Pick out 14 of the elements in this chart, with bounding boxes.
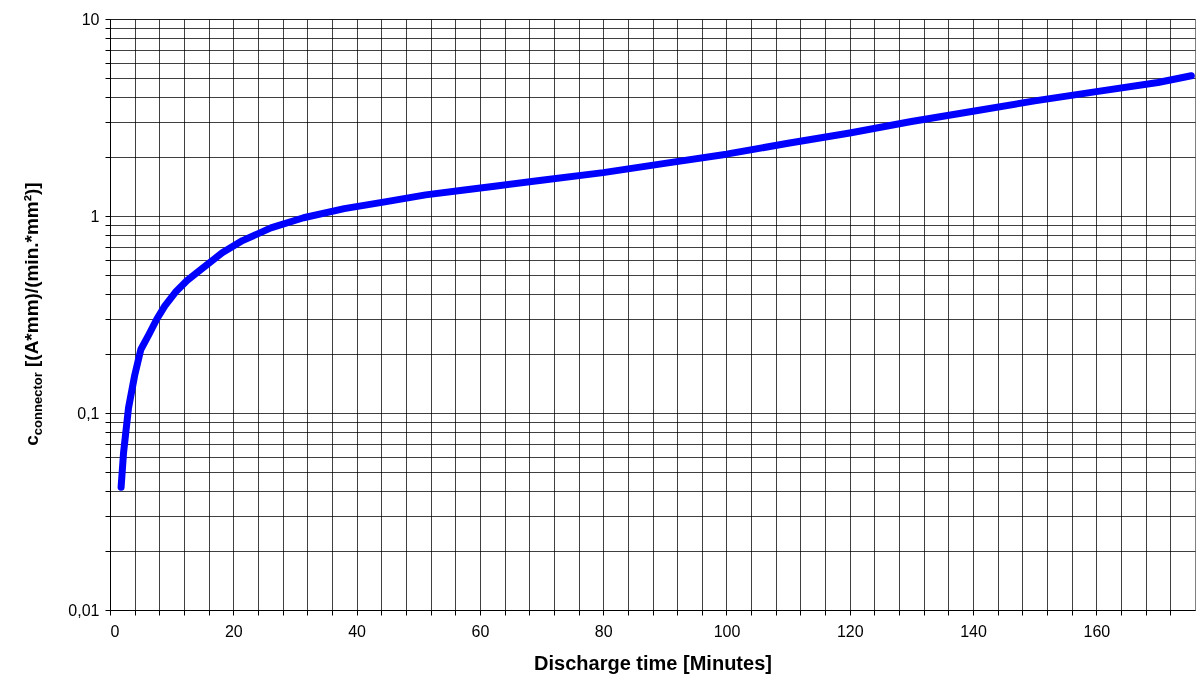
y-tick-label: 10 [81, 10, 100, 28]
x-tick-label: 40 [348, 622, 367, 640]
x-tick-label: 80 [594, 622, 613, 640]
x-tick-label: 0 [110, 622, 120, 640]
x-tick-label: 100 [713, 622, 741, 640]
y-tick-label: 0,01 [68, 601, 100, 619]
x-tick-label: 20 [224, 622, 243, 640]
x-tick-label: 160 [1083, 622, 1111, 640]
x-tick-label: 120 [836, 622, 864, 640]
x-tick-label: 60 [471, 622, 490, 640]
x-tick-label: 140 [960, 622, 988, 640]
y-tick-label: 0,1 [77, 404, 100, 422]
x-axis-title: Discharge time [Minutes] [534, 651, 772, 674]
y-tick-label: 1 [90, 207, 100, 225]
